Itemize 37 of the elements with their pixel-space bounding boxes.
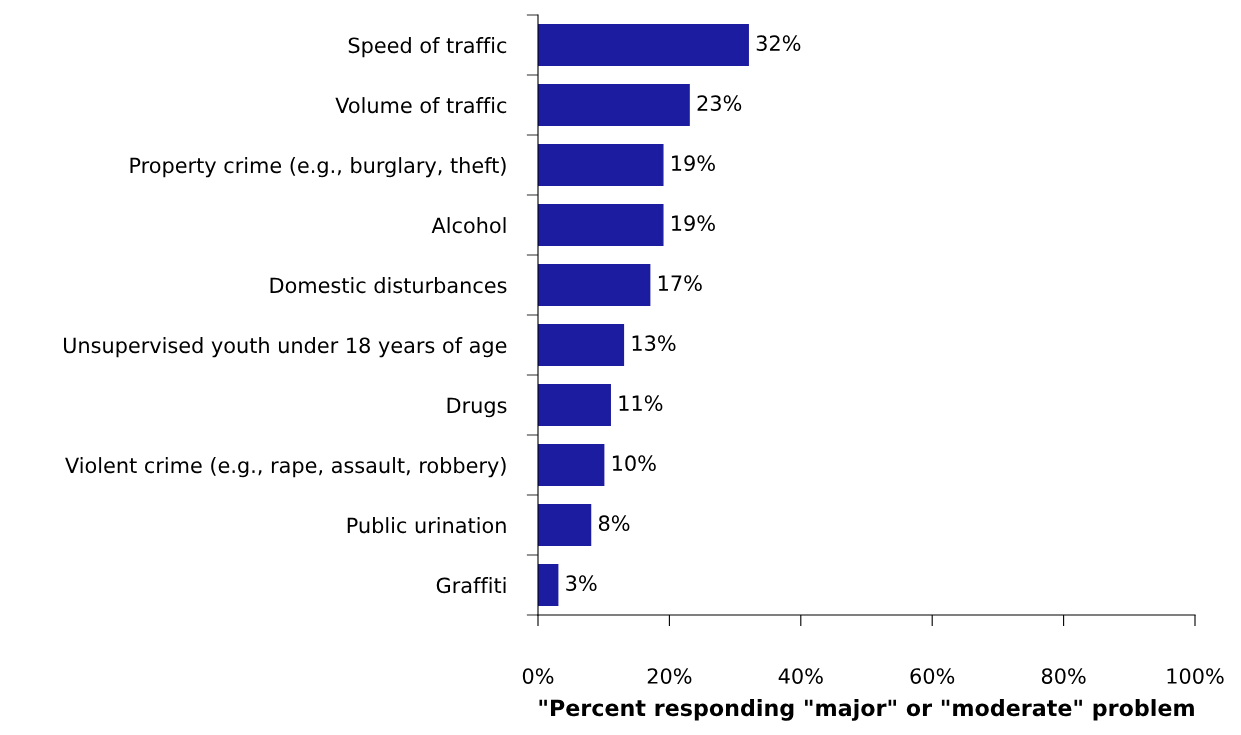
data-label: 23% <box>697 95 742 112</box>
y-tick-label: Violent crime (e.g., rape, assault, robbery) <box>65 457 506 478</box>
data-label: 17% <box>658 275 702 292</box>
data-label: 10% <box>612 455 656 472</box>
x-tick-label: 80% <box>1041 668 1086 684</box>
y-tick-label: Graffiti <box>436 577 506 594</box>
x-tick-label: 60% <box>910 668 955 684</box>
bar <box>538 143 664 187</box>
y-tick-label: Unsupervised youth under 18 years of age <box>63 337 507 358</box>
y-tick-label: Domestic disturbances <box>270 277 507 294</box>
x-axis-title: "Percent responding "major" or "moderate" problem <box>539 699 1194 721</box>
data-label: 19% <box>672 155 715 172</box>
y-tick-label: Speed of traffic <box>348 37 507 58</box>
bar <box>538 263 651 307</box>
bar <box>538 23 749 67</box>
data-label: 32% <box>756 35 801 52</box>
data-label: 11% <box>619 395 663 412</box>
data-label: 13% <box>632 335 676 352</box>
data-label: 3% <box>566 575 597 592</box>
bar <box>538 203 664 247</box>
x-tick-label: 100% <box>1167 668 1224 684</box>
bar <box>538 383 611 427</box>
x-tick-label: 20% <box>647 668 692 684</box>
data-label: 19% <box>672 215 715 232</box>
y-tick-label: Property crime (e.g., burglary, theft) <box>130 157 506 178</box>
y-tick-label: Alcohol <box>431 217 506 234</box>
x-tick-label: 40% <box>778 668 823 684</box>
bar <box>538 503 592 547</box>
bar <box>538 443 605 487</box>
y-tick-label: Volume of traffic <box>335 97 507 114</box>
data-label: 8% <box>598 515 630 532</box>
y-tick-label: Public urination <box>347 517 506 534</box>
bar <box>538 323 625 367</box>
y-tick-label: Drugs <box>447 397 507 418</box>
bar <box>538 563 559 607</box>
x-tick-label: 0% <box>522 668 554 684</box>
bar <box>538 83 690 127</box>
